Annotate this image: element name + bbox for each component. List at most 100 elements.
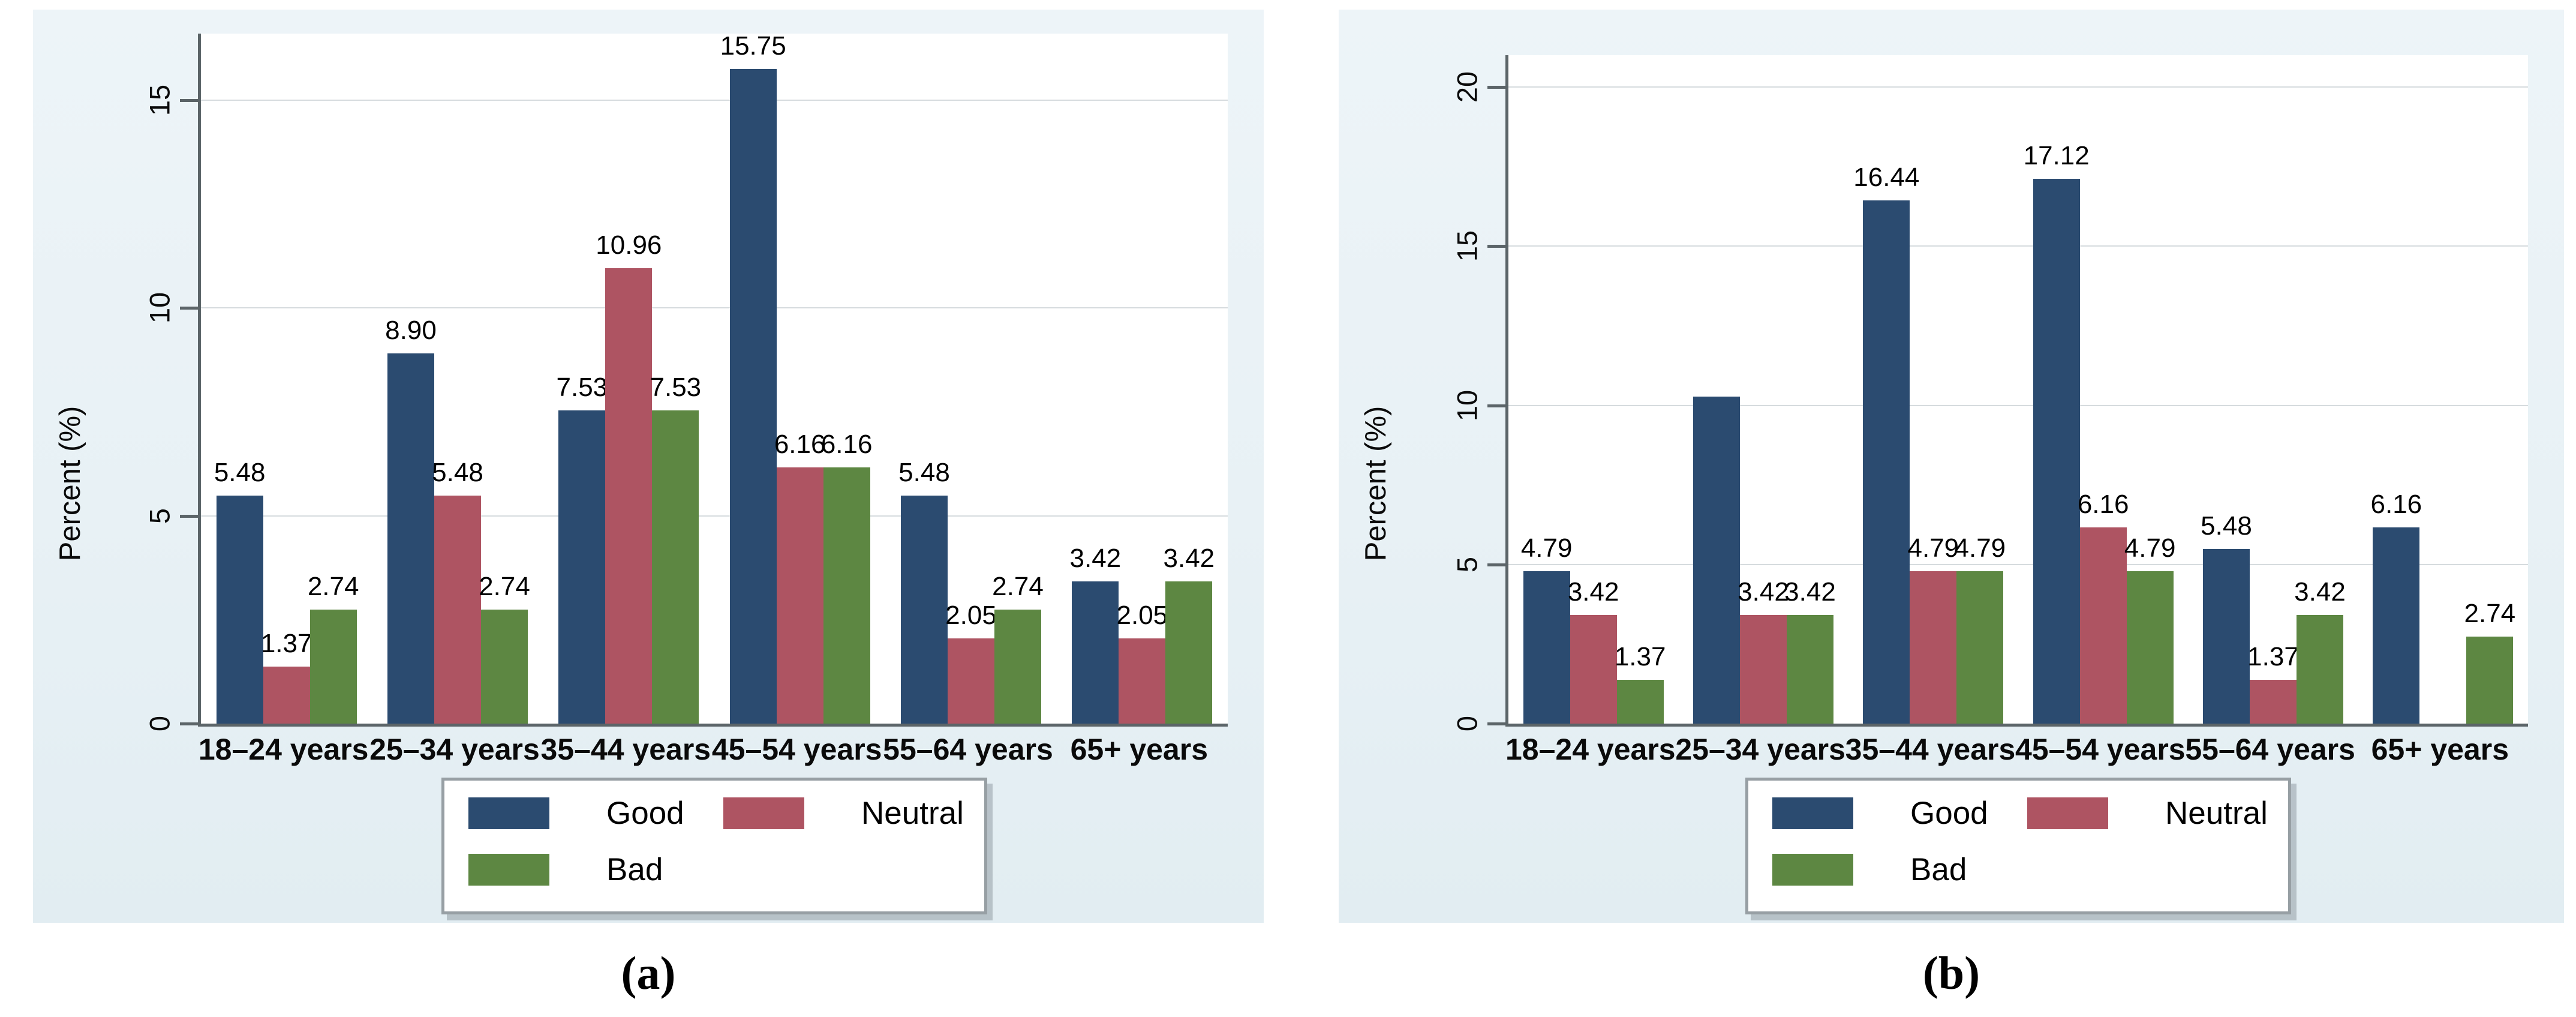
x-tick-label-6: 65+ years	[1070, 733, 1209, 766]
bar-bad-2	[481, 610, 528, 724]
legend-label-bad: Bad	[1910, 852, 1967, 887]
gridline-10	[1508, 404, 2528, 406]
y-tick-5	[1487, 563, 1505, 566]
bar-label-neutral-5: 2.05	[945, 601, 997, 630]
x-tick-label-5: 55–64 years	[2185, 733, 2355, 766]
gridline-15	[1508, 245, 2528, 247]
bar-label-bad-6: 3.42	[1163, 544, 1215, 573]
bar-label-bad-4: 6.16	[820, 430, 873, 459]
y-tick-label-5: 5	[1451, 556, 1483, 572]
y-tick-label-10: 10	[1451, 389, 1483, 421]
bar-bad-1	[309, 610, 357, 724]
legend: Good Neutral Bad	[441, 778, 987, 914]
bar-label-bad-3: 7.53	[650, 373, 702, 402]
gridline-10	[201, 307, 1228, 309]
legend-label-good: Good	[1910, 796, 1988, 831]
bar-neutral-1	[263, 667, 310, 724]
bar-good-3	[558, 410, 606, 724]
bar-neutral-2	[1740, 615, 1787, 724]
y-tick-15	[1487, 245, 1505, 248]
bar-bad-4	[2126, 571, 2174, 724]
legend-label-neutral: Neutral	[861, 796, 964, 831]
y-tick-label-10: 10	[143, 292, 176, 324]
y-tick-10	[1487, 404, 1505, 407]
legend-label-good: Good	[606, 796, 684, 831]
caption-b: (b)	[1922, 947, 1980, 999]
y-tick-label-5: 5	[143, 508, 176, 524]
bar-good-5	[2203, 549, 2250, 724]
legend-swatch-neutral	[723, 797, 804, 829]
legend-swatch-bad	[1772, 854, 1853, 886]
y-axis-title: Percent (%)	[1360, 406, 1392, 562]
bar-bad-6	[1165, 581, 1213, 724]
bar-label-neutral-2: 3.42	[1738, 577, 1789, 607]
bar-label-good-6: 3.42	[1069, 544, 1122, 573]
bar-label-bad-3: 4.79	[1954, 533, 2006, 563]
y-tick-label-15: 15	[143, 84, 176, 116]
bar-label-neutral-1: 3.42	[1567, 577, 1619, 607]
bar-neutral-5	[948, 638, 994, 724]
y-tick-20	[1487, 86, 1505, 89]
bar-neutral-3	[1910, 571, 1957, 724]
legend-swatch-neutral	[2027, 797, 2108, 829]
bar-neutral-2	[434, 496, 481, 724]
x-tick-label-4: 45–54 years	[2015, 733, 2186, 766]
bar-good-4	[729, 69, 777, 724]
bar-label-neutral-2: 5.48	[432, 458, 483, 487]
legend-label-bad: Bad	[606, 852, 663, 887]
bar-bad-5	[994, 610, 1041, 724]
bar-good-6	[2373, 527, 2420, 724]
y-tick-label-15: 15	[1451, 230, 1483, 262]
x-tick-label-3: 35–44 years	[1845, 733, 2016, 766]
bar-neutral-5	[2250, 680, 2297, 724]
bar-good-6	[1072, 581, 1119, 724]
x-tick-label-5: 55–64 years	[883, 733, 1053, 766]
bar-good-3	[1863, 200, 1910, 724]
y-tick-5	[180, 514, 198, 518]
gridline-15	[201, 99, 1228, 101]
y-tick-15	[180, 98, 198, 102]
bar-label-good-4: 15.75	[720, 31, 786, 61]
bar-label-neutral-4: 6.16	[774, 430, 826, 459]
bar-label-bad-5: 2.74	[992, 572, 1044, 601]
bar-label-neutral-1: 1.37	[260, 629, 312, 658]
y-tick-label-0: 0	[143, 715, 176, 732]
legend-label-neutral: Neutral	[2165, 796, 2268, 831]
x-tick-label-2: 25–34 years	[369, 733, 540, 766]
y-tick-label-20: 20	[1451, 71, 1483, 103]
bar-label-neutral-3: 4.79	[1907, 533, 1959, 563]
x-tick-label-2: 25–34 years	[1675, 733, 1845, 766]
legend-swatch-good	[468, 797, 549, 829]
panel-a: 5.48 1.37 2.74 8.90 5.48 2.74 7.53 10.96 7.53 15.…	[33, 10, 1264, 923]
bar-good-1	[216, 496, 263, 724]
bar-neutral-4	[2079, 527, 2127, 724]
bar-label-good-1: 4.79	[1520, 533, 1573, 563]
bar-neutral-4	[776, 467, 823, 724]
bar-label-good-5: 5.48	[898, 458, 950, 487]
x-tick-label-4: 45–54 years	[711, 733, 882, 766]
bar-label-bad-6: 2.74	[2464, 599, 2516, 628]
bar-bad-1	[1616, 680, 1664, 724]
bar-label-bad-1: 2.74	[307, 572, 359, 601]
y-axis-title: Percent (%)	[54, 406, 86, 562]
bar-good-2	[387, 353, 434, 724]
bar-bad-5	[2297, 615, 2343, 724]
bar-label-good-3: 7.53	[556, 373, 608, 402]
y-tick-0	[180, 722, 198, 725]
x-tick-label-1: 18–24 years	[1505, 733, 1676, 766]
bar-label-neutral-4: 6.16	[2077, 490, 2129, 519]
bar-good-4	[2033, 179, 2080, 724]
y-tick-10	[180, 307, 198, 310]
bar-label-neutral-3: 10.96	[596, 230, 662, 260]
plot-area: 4.79 3.42 1.37 3.42 3.42 16.44 4.79 4.79 17.12 6.…	[1505, 55, 2528, 727]
x-tick-label-3: 35–44 years	[540, 733, 711, 766]
legend-swatch-bad	[468, 854, 549, 886]
bar-bad-3	[1956, 571, 2004, 724]
bar-bad-2	[1787, 615, 1833, 724]
gridline-20	[1508, 86, 2528, 88]
caption-a: (a)	[621, 947, 676, 999]
bar-neutral-3	[605, 268, 653, 724]
bar-label-good-6: 6.16	[2370, 490, 2422, 519]
legend: Good Neutral Bad	[1745, 778, 2291, 914]
